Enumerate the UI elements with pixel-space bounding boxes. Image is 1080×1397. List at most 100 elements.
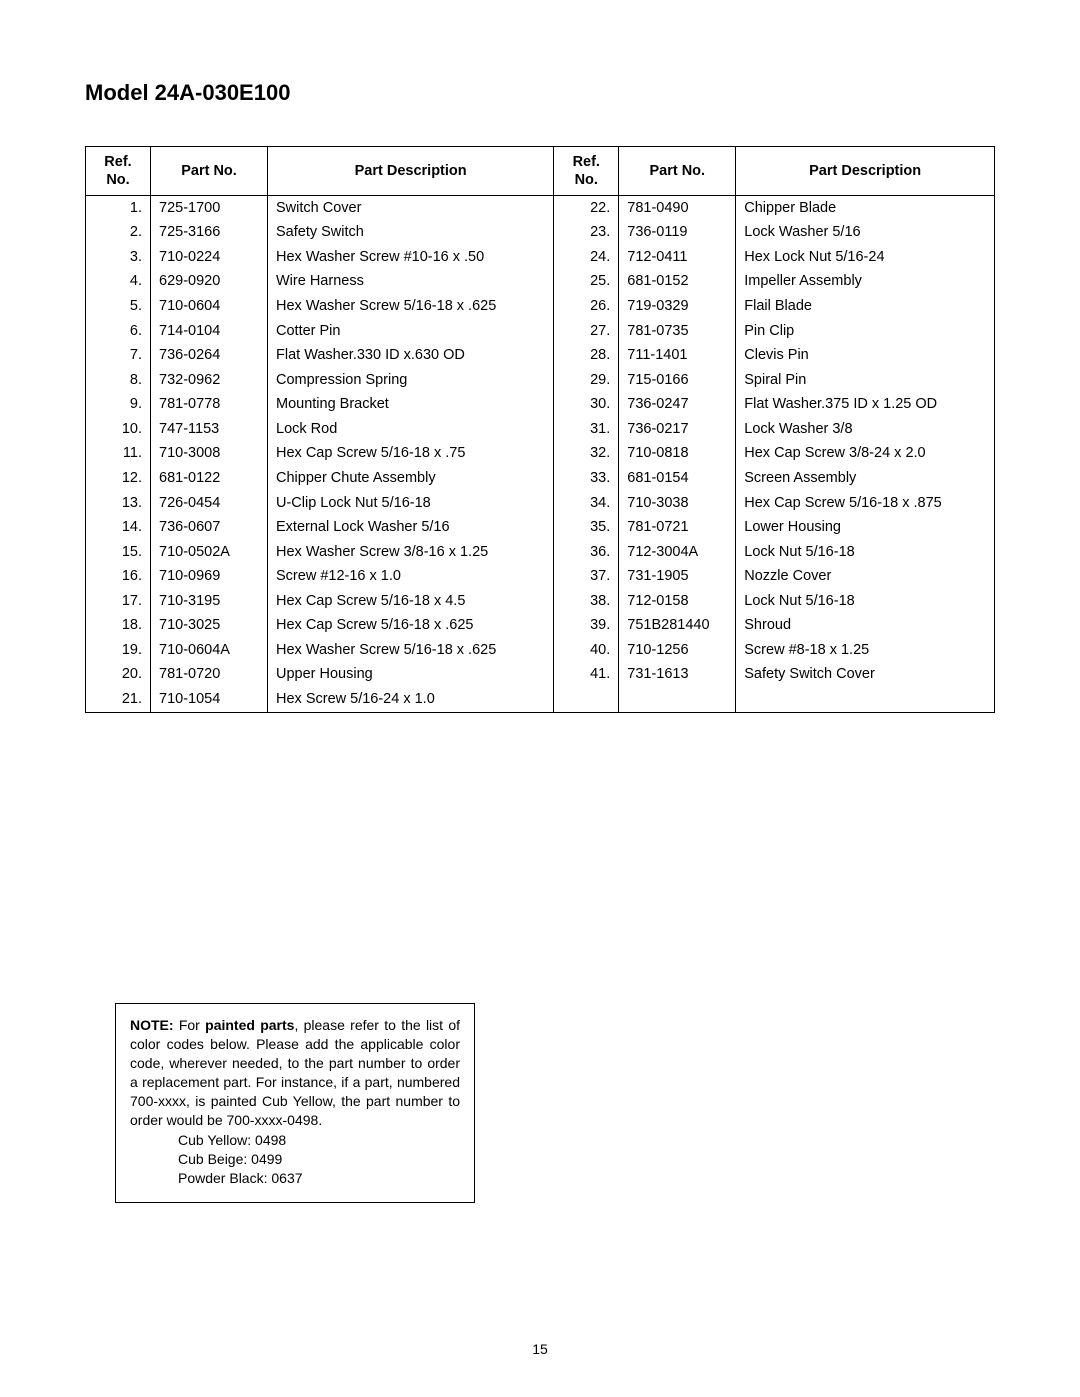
table-row: 17.710-3195Hex Cap Screw 5/16-18 x 4.538…: [86, 589, 995, 614]
table-row: 7.736-0264Flat Washer.330 ID x.630 OD28.…: [86, 344, 995, 369]
ref-cell: 11.: [86, 442, 151, 467]
pd-cell: Hex Cap Screw 5/16-18 x 4.5: [268, 589, 554, 614]
pd-cell: Hex Cap Screw 5/16-18 x .875: [736, 491, 995, 516]
pd-cell: Flail Blade: [736, 295, 995, 320]
header-pn-left: Part No.: [151, 147, 268, 196]
pn-cell: 736-0607: [151, 516, 268, 541]
pd-cell: Lock Nut 5/16-18: [736, 589, 995, 614]
pn-cell: 710-0604A: [151, 638, 268, 663]
ref-cell: 22.: [554, 196, 619, 221]
ref-cell: 27.: [554, 319, 619, 344]
ref-cell: 41.: [554, 663, 619, 688]
pd-cell: Safety Switch: [268, 221, 554, 246]
pd-cell: U-Clip Lock Nut 5/16-18: [268, 491, 554, 516]
pd-cell: Lock Rod: [268, 417, 554, 442]
ref-cell: 35.: [554, 516, 619, 541]
table-row: 4.629-0920Wire Harness25.681-0152Impelle…: [86, 270, 995, 295]
pn-cell: 681-0152: [619, 270, 736, 295]
ref-cell: 31.: [554, 417, 619, 442]
pn-cell: 719-0329: [619, 295, 736, 320]
pn-cell: 710-3008: [151, 442, 268, 467]
pd-cell: Chipper Blade: [736, 196, 995, 221]
table-row: 3.710-0224Hex Washer Screw #10-16 x .502…: [86, 245, 995, 270]
pd-cell: Flat Washer.330 ID x.630 OD: [268, 344, 554, 369]
pd-cell: Hex Screw 5/16-24 x 1.0: [268, 688, 554, 713]
ref-cell: 6.: [86, 319, 151, 344]
pd-cell: Wire Harness: [268, 270, 554, 295]
pn-cell: 710-3038: [619, 491, 736, 516]
pn-cell: 629-0920: [151, 270, 268, 295]
pn-cell: 712-0158: [619, 589, 736, 614]
pn-cell: 736-0247: [619, 393, 736, 418]
ref-cell: 4.: [86, 270, 151, 295]
pd-cell: Lock Nut 5/16-18: [736, 540, 995, 565]
pd-cell: Compression Spring: [268, 368, 554, 393]
ref-cell: 40.: [554, 638, 619, 663]
pd-cell: Screw #12-16 x 1.0: [268, 565, 554, 590]
parts-table: Ref.No. Part No. Part Description Ref.No…: [85, 146, 995, 713]
table-row: 14.736-0607External Lock Washer 5/1635.7…: [86, 516, 995, 541]
pd-cell: Clevis Pin: [736, 344, 995, 369]
pn-cell: 710-0502A: [151, 540, 268, 565]
table-row: 21.710-1054Hex Screw 5/16-24 x 1.0: [86, 688, 995, 713]
pd-cell: Hex Washer Screw #10-16 x .50: [268, 245, 554, 270]
pn-cell: 751B281440: [619, 614, 736, 639]
pn-cell: 726-0454: [151, 491, 268, 516]
color-code: Cub Yellow: 0498: [178, 1131, 460, 1150]
pd-cell: Spiral Pin: [736, 368, 995, 393]
ref-cell: 26.: [554, 295, 619, 320]
pn-cell: 736-0217: [619, 417, 736, 442]
note-label2: painted parts: [205, 1017, 294, 1033]
table-row: 18.710-3025Hex Cap Screw 5/16-18 x .6253…: [86, 614, 995, 639]
pn-cell: 747-1153: [151, 417, 268, 442]
table-row: 15.710-0502AHex Washer Screw 3/8-16 x 1.…: [86, 540, 995, 565]
ref-cell: 20.: [86, 663, 151, 688]
pn-cell: 781-0735: [619, 319, 736, 344]
pn-cell: 710-1256: [619, 638, 736, 663]
ref-cell: 16.: [86, 565, 151, 590]
ref-cell: 29.: [554, 368, 619, 393]
ref-cell: 17.: [86, 589, 151, 614]
table-row: 8.732-0962Compression Spring29.715-0166S…: [86, 368, 995, 393]
pd-cell: Screw #8-18 x 1.25: [736, 638, 995, 663]
pd-cell: Chipper Chute Assembly: [268, 466, 554, 491]
pn-cell: 781-0490: [619, 196, 736, 221]
pd-cell: Hex Cap Screw 5/16-18 x .625: [268, 614, 554, 639]
ref-cell: 23.: [554, 221, 619, 246]
pd-cell: Hex Washer Screw 5/16-18 x .625: [268, 295, 554, 320]
pn-cell: 781-0720: [151, 663, 268, 688]
ref-cell: [554, 688, 619, 713]
pd-cell: Flat Washer.375 ID x 1.25 OD: [736, 393, 995, 418]
pd-cell: Hex Washer Screw 3/8-16 x 1.25: [268, 540, 554, 565]
table-row: 1.725-1700Switch Cover22.781-0490Chipper…: [86, 196, 995, 221]
header-ref-left: Ref.No.: [86, 147, 151, 196]
pn-cell: 731-1905: [619, 565, 736, 590]
ref-cell: 32.: [554, 442, 619, 467]
pn-cell: 681-0154: [619, 466, 736, 491]
table-row: 9.781-0778Mounting Bracket30.736-0247Fla…: [86, 393, 995, 418]
ref-cell: 9.: [86, 393, 151, 418]
ref-cell: 37.: [554, 565, 619, 590]
ref-cell: 24.: [554, 245, 619, 270]
pd-cell: Hex Cap Screw 5/16-18 x .75: [268, 442, 554, 467]
table-row: 13.726-0454U-Clip Lock Nut 5/16-1834.710…: [86, 491, 995, 516]
pn-cell: 731-1613: [619, 663, 736, 688]
pd-cell: Nozzle Cover: [736, 565, 995, 590]
table-row: 11.710-3008Hex Cap Screw 5/16-18 x .7532…: [86, 442, 995, 467]
pn-cell: 712-3004A: [619, 540, 736, 565]
ref-cell: 5.: [86, 295, 151, 320]
pn-cell: 710-3195: [151, 589, 268, 614]
ref-cell: 36.: [554, 540, 619, 565]
pn-cell: 712-0411: [619, 245, 736, 270]
ref-cell: 34.: [554, 491, 619, 516]
note-box: NOTE: For painted parts, please refer to…: [115, 1003, 475, 1203]
ref-cell: 7.: [86, 344, 151, 369]
note-pre: For: [174, 1017, 206, 1033]
pd-cell: Safety Switch Cover: [736, 663, 995, 688]
table-row: 20.781-0720Upper Housing41.731-1613Safet…: [86, 663, 995, 688]
pn-cell: 725-1700: [151, 196, 268, 221]
ref-cell: 39.: [554, 614, 619, 639]
ref-cell: 14.: [86, 516, 151, 541]
ref-cell: 13.: [86, 491, 151, 516]
pn-cell: 781-0721: [619, 516, 736, 541]
